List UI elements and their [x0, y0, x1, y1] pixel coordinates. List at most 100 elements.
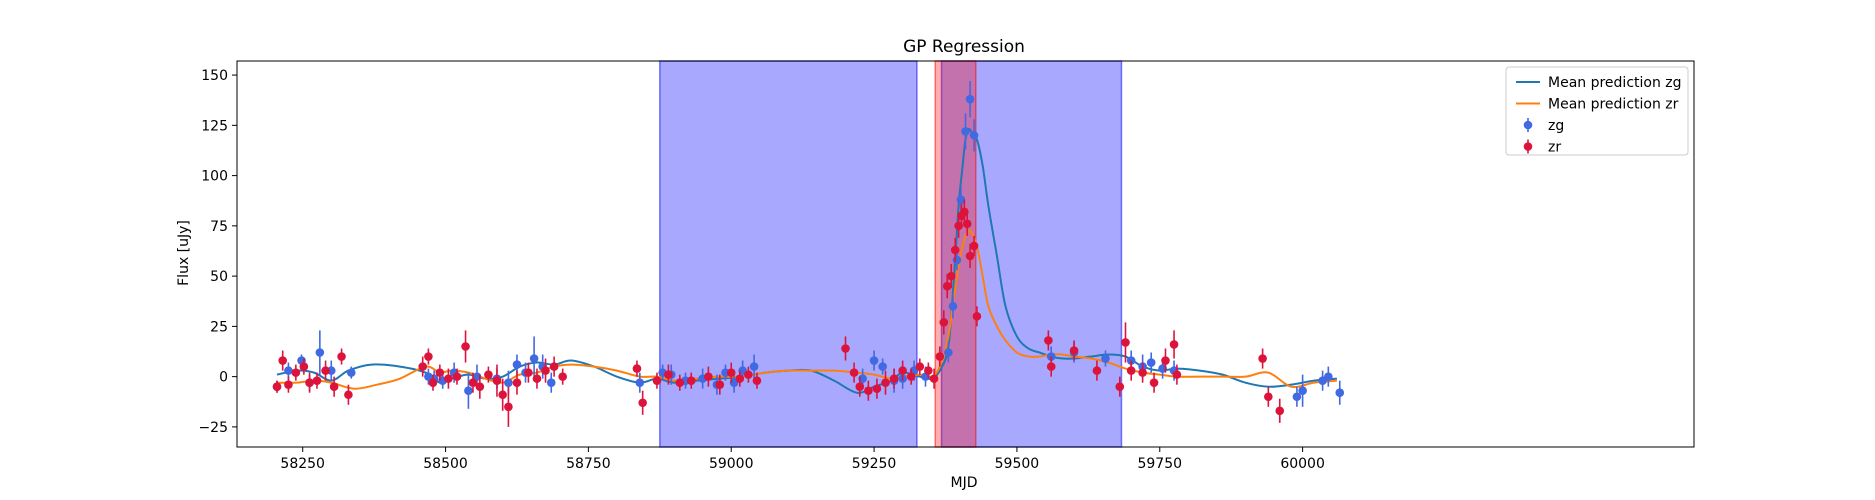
zr-marker — [915, 362, 925, 371]
zr-marker — [946, 271, 956, 281]
zr-point — [939, 310, 949, 335]
zr-point — [1169, 330, 1179, 359]
x-tick-label: 59500 — [995, 456, 1040, 472]
zr-point — [929, 368, 939, 389]
axes-frame — [236, 60, 1695, 448]
zr-marker — [558, 372, 567, 381]
zr-point — [632, 360, 642, 377]
zg-point — [869, 350, 879, 371]
zg-point — [944, 342, 953, 363]
zg-marker — [1292, 392, 1302, 402]
zr-marker — [1264, 392, 1273, 402]
zr-point — [312, 372, 322, 389]
zg-point — [969, 119, 979, 152]
zr-marker — [1046, 362, 1056, 371]
zg-point — [965, 81, 975, 118]
zr-marker — [881, 378, 890, 387]
zr-point — [841, 336, 850, 361]
zr-point — [652, 372, 662, 389]
zr-marker — [715, 380, 725, 389]
zg-marker — [878, 362, 887, 371]
zr-marker — [512, 378, 522, 387]
zg-marker — [1298, 386, 1307, 396]
zr-marker — [652, 376, 662, 385]
zg-marker — [1335, 388, 1345, 398]
zg-point — [961, 113, 970, 150]
zg-point — [1324, 366, 1333, 387]
zr-point — [965, 243, 975, 269]
y-axis-label: Flux [uJy] — [176, 220, 192, 286]
x-axis-label: MJD — [951, 475, 978, 491]
plot-area — [236, 60, 1695, 448]
zr-marker — [962, 219, 972, 229]
zr-point — [1258, 348, 1267, 369]
zr-point — [935, 346, 945, 367]
zr-marker — [872, 384, 882, 393]
y-tick-label: 100 — [201, 169, 228, 185]
y-tick-label: 150 — [201, 68, 228, 84]
zg-marker — [529, 354, 539, 363]
zr-point — [1115, 376, 1125, 397]
zr-point — [864, 380, 873, 401]
zg-point — [1146, 352, 1156, 373]
zg-marker — [944, 348, 953, 357]
legend-item: zr — [1523, 139, 1561, 156]
zr-point — [704, 366, 713, 387]
y-tick-label: −25 — [198, 420, 228, 436]
zr-marker — [1069, 346, 1079, 355]
zg-marker — [956, 195, 966, 205]
zr-marker — [452, 372, 462, 381]
zr-point — [541, 358, 550, 383]
zg-marker — [869, 356, 879, 365]
zr-marker — [337, 352, 346, 361]
zr-point — [337, 348, 346, 365]
zr-marker — [704, 372, 713, 381]
zr-point — [675, 374, 685, 391]
zr-point — [752, 372, 762, 389]
zr-point — [299, 358, 309, 375]
zr-point — [484, 366, 493, 383]
zr-point — [744, 366, 753, 383]
zg-marker — [315, 348, 325, 357]
zr-marker — [284, 380, 293, 389]
zg-marker — [749, 362, 759, 371]
zr-point — [1044, 330, 1053, 351]
y-tick-label: 0 — [219, 370, 228, 386]
zr-marker — [664, 370, 673, 379]
zg-marker — [969, 131, 979, 140]
x-axis: 58250 58500 58750 59000 59250 59500 59750 60000 — [280, 447, 1325, 472]
zr-marker — [461, 342, 470, 351]
zg-marker — [504, 378, 513, 387]
x-tick-label: 60000 — [1280, 456, 1325, 472]
zr-marker — [638, 398, 647, 408]
zr-marker — [1258, 354, 1267, 363]
zr-point — [272, 380, 282, 393]
y-tick-label: 125 — [201, 118, 228, 134]
zr-point — [946, 264, 956, 289]
zr-marker — [312, 376, 322, 385]
zr-point — [418, 356, 427, 377]
zr-point — [498, 378, 507, 411]
zr-point — [664, 364, 673, 385]
zr-marker — [344, 390, 353, 400]
zr-marker — [299, 362, 309, 371]
x-tick-label: 59000 — [709, 456, 754, 472]
zr-marker — [632, 364, 642, 373]
zr-point — [638, 390, 647, 415]
zg-point — [749, 354, 759, 379]
zr-point — [444, 368, 453, 389]
zr-marker — [744, 370, 753, 379]
zr-point — [492, 364, 502, 397]
zr-point — [468, 372, 478, 393]
zg-marker — [1101, 354, 1110, 363]
zr-point — [686, 372, 696, 389]
zr-marker — [950, 245, 960, 255]
zr-point — [452, 368, 462, 385]
zg-marker — [464, 386, 473, 396]
zr-point — [1138, 362, 1147, 383]
zr-point — [1161, 348, 1170, 373]
zg-point — [1292, 386, 1302, 407]
zr-point — [558, 368, 567, 385]
x-tick-label: 58500 — [423, 456, 468, 472]
zr-point — [504, 386, 513, 427]
